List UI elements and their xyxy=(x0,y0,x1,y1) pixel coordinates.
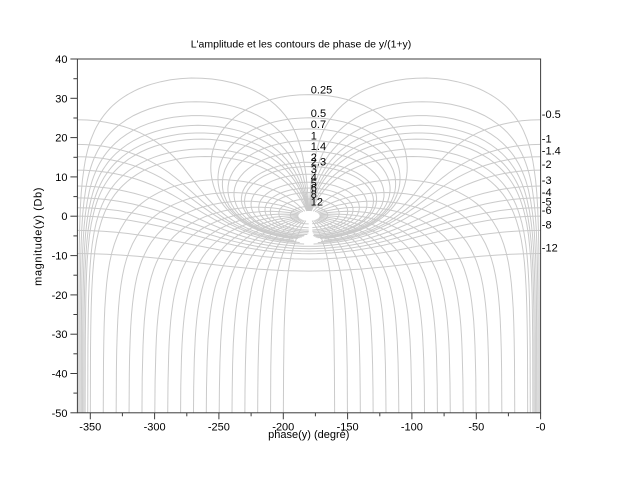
svg-text:0: 0 xyxy=(61,211,67,223)
svg-text:-150: -150 xyxy=(337,422,359,434)
svg-text:6: 6 xyxy=(311,183,317,195)
svg-text:-30: -30 xyxy=(52,329,68,341)
svg-text:-2: -2 xyxy=(542,159,552,171)
svg-text:30: 30 xyxy=(55,93,67,105)
svg-text:-5: -5 xyxy=(542,197,552,209)
svg-text:3: 3 xyxy=(311,164,317,176)
svg-text:L'amplitude et les contours de: L'amplitude et les contours de phase de … xyxy=(191,39,412,51)
svg-text:-50: -50 xyxy=(52,408,68,420)
svg-text:-1.4: -1.4 xyxy=(542,146,561,158)
svg-text:-6: -6 xyxy=(542,205,552,217)
svg-text:magnitude(y) (Db): magnitude(y) (Db) xyxy=(33,187,45,286)
svg-text:-40: -40 xyxy=(52,369,68,381)
svg-text:1: 1 xyxy=(311,131,317,143)
svg-text:12: 12 xyxy=(311,196,323,208)
svg-text:-300: -300 xyxy=(144,422,166,434)
svg-text:0.5: 0.5 xyxy=(311,108,326,120)
svg-text:40: 40 xyxy=(55,54,67,66)
svg-text:2.3: 2.3 xyxy=(311,157,326,169)
svg-text:2: 2 xyxy=(311,152,317,164)
svg-text:5: 5 xyxy=(311,178,317,190)
svg-text:-12: -12 xyxy=(542,243,558,255)
svg-text:phase(y) (degré): phase(y) (degré) xyxy=(268,429,349,441)
svg-text:-1: -1 xyxy=(542,133,552,145)
svg-text:-10: -10 xyxy=(52,251,68,263)
svg-text:-250: -250 xyxy=(208,422,230,434)
svg-text:0.7: 0.7 xyxy=(311,119,326,131)
svg-text:-3: -3 xyxy=(542,175,552,187)
svg-text:1.4: 1.4 xyxy=(311,141,326,153)
svg-text:8: 8 xyxy=(311,189,317,201)
svg-text:0.25: 0.25 xyxy=(311,85,332,97)
svg-text:-8: -8 xyxy=(542,219,552,231)
svg-text:4: 4 xyxy=(311,172,317,184)
svg-text:-350: -350 xyxy=(79,422,101,434)
svg-text:-100: -100 xyxy=(401,422,423,434)
svg-text:-4: -4 xyxy=(542,187,552,199)
svg-text:10: 10 xyxy=(55,172,67,184)
svg-text:-0: -0 xyxy=(536,422,546,434)
svg-text:-20: -20 xyxy=(52,290,68,302)
svg-text:-0.5: -0.5 xyxy=(542,109,561,121)
svg-text:20: 20 xyxy=(55,133,67,145)
svg-text:-200: -200 xyxy=(272,422,294,434)
svg-text:-50: -50 xyxy=(468,422,484,434)
